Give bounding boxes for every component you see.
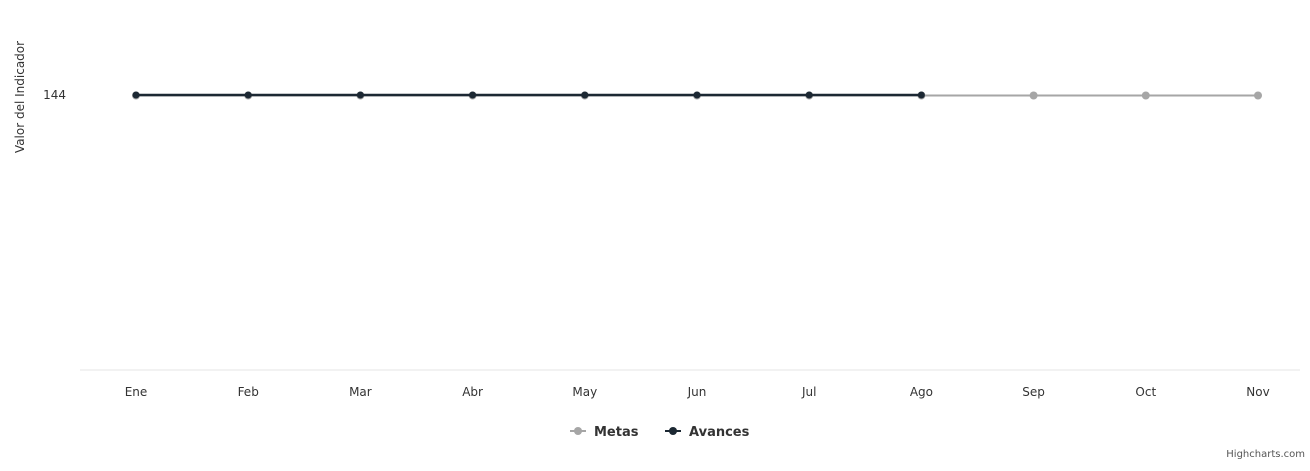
x-tick-label: Ene xyxy=(125,385,148,399)
credits-label[interactable]: Highcharts.com xyxy=(1226,449,1305,460)
data-point[interactable] xyxy=(1029,91,1038,100)
x-tick-label: Mar xyxy=(349,385,372,399)
data-point[interactable] xyxy=(917,91,925,99)
legend-label: Metas xyxy=(594,425,639,440)
legend: Metas Avances xyxy=(570,425,750,440)
data-point[interactable] xyxy=(469,91,477,99)
y-axis-title: Valor del Indicador xyxy=(13,41,27,153)
x-tick-label: Feb xyxy=(238,385,259,399)
legend-item-metas[interactable]: Metas xyxy=(570,425,639,440)
x-tick-label: Abr xyxy=(462,385,483,399)
x-axis: Ene Feb Mar Abr May Jun Jul Ago Sep Oct Nov xyxy=(80,369,1300,399)
legend-label: Avances xyxy=(689,425,750,440)
x-tick-label: Oct xyxy=(1135,385,1156,399)
legend-item-avances[interactable]: Avances xyxy=(665,425,750,440)
plot-area xyxy=(132,91,1262,100)
x-tick-label: Sep xyxy=(1022,385,1045,399)
x-tick-label: Ago xyxy=(910,385,933,399)
data-point[interactable] xyxy=(1141,91,1150,100)
x-tick-label: Jun xyxy=(687,385,707,399)
x-tick-label: Nov xyxy=(1246,385,1269,399)
y-axis: 144 xyxy=(43,88,66,102)
data-point[interactable] xyxy=(244,91,252,99)
data-point[interactable] xyxy=(581,91,589,99)
data-point[interactable] xyxy=(805,91,813,99)
data-point[interactable] xyxy=(132,91,140,99)
data-point[interactable] xyxy=(1254,91,1262,100)
legend-marker xyxy=(574,427,582,435)
y-tick-label: 144 xyxy=(43,88,66,102)
legend-marker xyxy=(669,427,677,435)
x-tick-label: May xyxy=(572,385,597,399)
data-point[interactable] xyxy=(356,91,364,99)
series-avances xyxy=(132,91,925,99)
data-point[interactable] xyxy=(693,91,701,99)
x-tick-label: Jul xyxy=(801,385,816,399)
